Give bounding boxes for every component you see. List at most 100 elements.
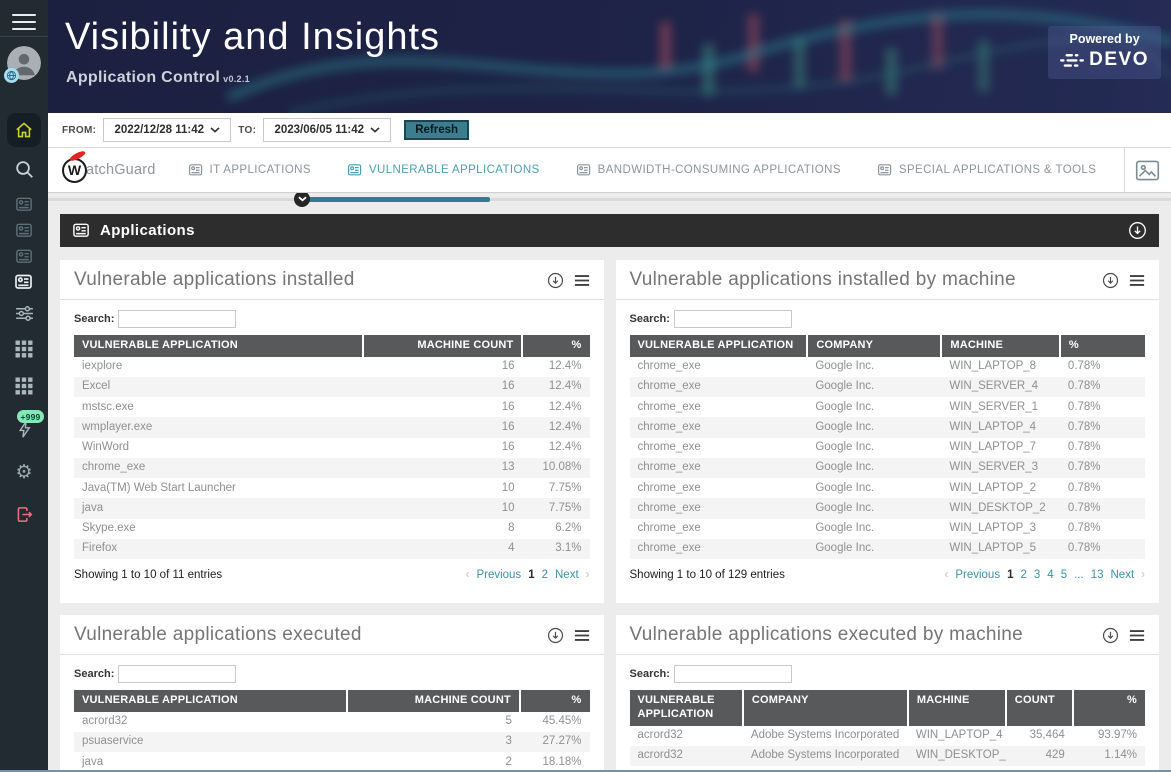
- tab-label: BANDWIDTH-CONSUMING APPLICATIONS: [597, 164, 841, 176]
- pagination-page[interactable]: 13: [1090, 568, 1104, 581]
- pagination-next[interactable]: Next: [555, 568, 579, 581]
- table-row: Firefox 4 3.1%: [74, 538, 590, 559]
- sidebar-item-alerts[interactable]: +999: [0, 410, 48, 439]
- pagination-prev-arrow[interactable]: ‹: [944, 568, 949, 581]
- app-card-icon: [877, 164, 892, 176]
- search-input[interactable]: [673, 310, 792, 328]
- panel-title: Vulnerable applications executed by mach…: [629, 624, 1023, 645]
- table-row: WinWord 16 12.4%: [82, 441, 582, 454]
- download-icon[interactable]: [1128, 221, 1147, 245]
- data-table: VULNERABLE APPLICATION MACHINE COUNT% acro…: [74, 690, 590, 770]
- download-icon[interactable]: [1102, 272, 1119, 289]
- column-header: %: [519, 690, 590, 712]
- tab-special-applications-tools[interactable]: SPECIAL APPLICATIONS & TOOLS: [877, 162, 1096, 178]
- watchguard-w-icon: W: [62, 148, 87, 183]
- search-input[interactable]: [118, 310, 237, 328]
- table-row: java 2 18.18%: [82, 755, 582, 768]
- tab-it-applications[interactable]: IT APPLICATIONS: [188, 162, 311, 178]
- pagination-previous[interactable]: Previous: [955, 568, 1001, 581]
- search-input[interactable]: [118, 665, 237, 683]
- home-icon: [16, 122, 32, 138]
- app-card-icon: [15, 249, 32, 263]
- app-card-icon: [188, 164, 202, 176]
- column-header: MACHINE: [907, 690, 1007, 726]
- data-table: VULNERABLE APPLICATION COMPANY MACHINE COUN…: [629, 690, 1145, 766]
- pagination-page[interactable]: 3: [1033, 568, 1041, 581]
- pagination-page[interactable]: 2: [541, 568, 548, 581]
- pagination-next[interactable]: Next: [1110, 568, 1135, 581]
- sidebar-item-apps-4-active[interactable]: [0, 272, 48, 292]
- menu-icon[interactable]: [1129, 274, 1145, 287]
- sidebar-item-filters[interactable]: [0, 303, 48, 324]
- pagination-page[interactable]: 4: [1047, 568, 1054, 581]
- column-header: VULNERABLE APPLICATION: [74, 690, 349, 712]
- avatar[interactable]: [4, 46, 41, 83]
- tab-vulnerable-applications[interactable]: VULNERABLE APPLICATIONS: [347, 162, 540, 178]
- sidebar-item-logout[interactable]: [0, 505, 48, 524]
- column-header: MACHINE: [941, 335, 1061, 357]
- sliders-icon: [15, 306, 33, 321]
- pagination: ‹ Previous 1 2 3 4 5... 13 Next ›: [944, 569, 1145, 581]
- section-title: Applications: [100, 222, 195, 239]
- pagination-prev-arrow[interactable]: ‹: [465, 568, 470, 581]
- menu-icon[interactable]: [574, 629, 590, 642]
- chevron-down-icon[interactable]: [294, 193, 310, 207]
- pagination-ellipsis: ...: [1074, 568, 1084, 581]
- column-header: %: [522, 335, 590, 357]
- sidebar-item-home[interactable]: [0, 113, 48, 147]
- app-card-icon: [15, 197, 32, 211]
- column-header: COUNT: [1005, 690, 1074, 726]
- column-header: MACHINE COUNT: [362, 335, 524, 357]
- download-icon[interactable]: [547, 627, 564, 644]
- panel-title: Vulnerable applications executed: [74, 624, 362, 645]
- table-row: acrord32 Adobe Systems Incorporated WIN_LA…: [637, 729, 1138, 741]
- table-row: Skype.exe 8 6.2%: [82, 522, 582, 534]
- sidebar-item-search[interactable]: [0, 159, 48, 180]
- sidebar-item-apps-3[interactable]: [0, 247, 48, 266]
- pagination-page[interactable]: 2: [1020, 568, 1027, 581]
- sidebar-item-settings[interactable]: ⚙: [0, 463, 48, 482]
- sidebar-item-apps-1[interactable]: [0, 195, 48, 214]
- header-background-art: [226, 9, 1171, 113]
- grid-icon: [15, 377, 33, 395]
- table-row: wmplayer.exe 16 12.4%: [74, 417, 590, 438]
- pagination-next-arrow[interactable]: ›: [1141, 568, 1145, 581]
- lightning-icon: [18, 420, 31, 438]
- column-header: %: [1072, 690, 1145, 726]
- table-row: chrome_exe 13 10.08%: [74, 457, 590, 479]
- sidebar-item-apps-2[interactable]: [0, 221, 48, 240]
- panel-vulnerable-applications-executed: Vulnerable applications executed Search:…: [60, 615, 604, 770]
- page-title: Visibility and Insights: [65, 16, 441, 58]
- sidebar-item-grid-1[interactable]: [0, 339, 48, 359]
- tab-label: SPECIAL APPLICATIONS & TOOLS: [898, 164, 1097, 176]
- pagination-next-arrow[interactable]: ›: [585, 568, 590, 581]
- menu-icon[interactable]: [1129, 629, 1145, 642]
- pagination-page[interactable]: 5: [1060, 568, 1068, 581]
- pagination-previous[interactable]: Previous: [476, 568, 522, 581]
- logout-icon: [17, 507, 32, 522]
- to-date-select[interactable]: 2023/06/05 11:42: [263, 118, 392, 142]
- download-icon[interactable]: [547, 272, 564, 289]
- refresh-button[interactable]: Refresh: [404, 120, 470, 140]
- menu-icon[interactable]: [574, 274, 590, 287]
- menu-icon[interactable]: [12, 9, 36, 35]
- table-row: chrome_exe Google Inc. WIN_SERVER_1 0.78%: [637, 400, 1101, 413]
- export-image-icon[interactable]: [1135, 159, 1160, 187]
- download-icon[interactable]: [1102, 627, 1119, 644]
- powered-by-devo-logo: Powered by DEVO: [1048, 26, 1161, 79]
- panel-vulnerable-applications-installed-by-machine: Vulnerable applications installed by mac…: [615, 260, 1159, 603]
- from-date-select[interactable]: 2022/12/28 11:42: [103, 118, 232, 142]
- pagination-current-page[interactable]: 1: [1007, 568, 1014, 581]
- chevron-down-icon: [210, 127, 220, 133]
- search-input[interactable]: [673, 665, 792, 683]
- tab-list: IT APPLICATIONS VULNERABLE APPLICATIONS BA…: [188, 162, 1097, 178]
- pagination-current-page[interactable]: 1: [528, 568, 535, 581]
- grid-icon: [15, 340, 33, 358]
- search-label: Search:: [74, 313, 115, 325]
- applications-section-header: Applications: [60, 214, 1159, 247]
- column-header: VULNERABLE APPLICATION: [629, 690, 744, 726]
- tab-bandwidth-consuming-applications[interactable]: BANDWIDTH-CONSUMING APPLICATIONS: [576, 162, 841, 178]
- search-label: Search:: [74, 668, 115, 680]
- table-row: chrome_exe Google Inc. WIN_LAPTOP_4 0.78%: [629, 417, 1145, 438]
- sidebar-item-grid-2[interactable]: [0, 376, 48, 396]
